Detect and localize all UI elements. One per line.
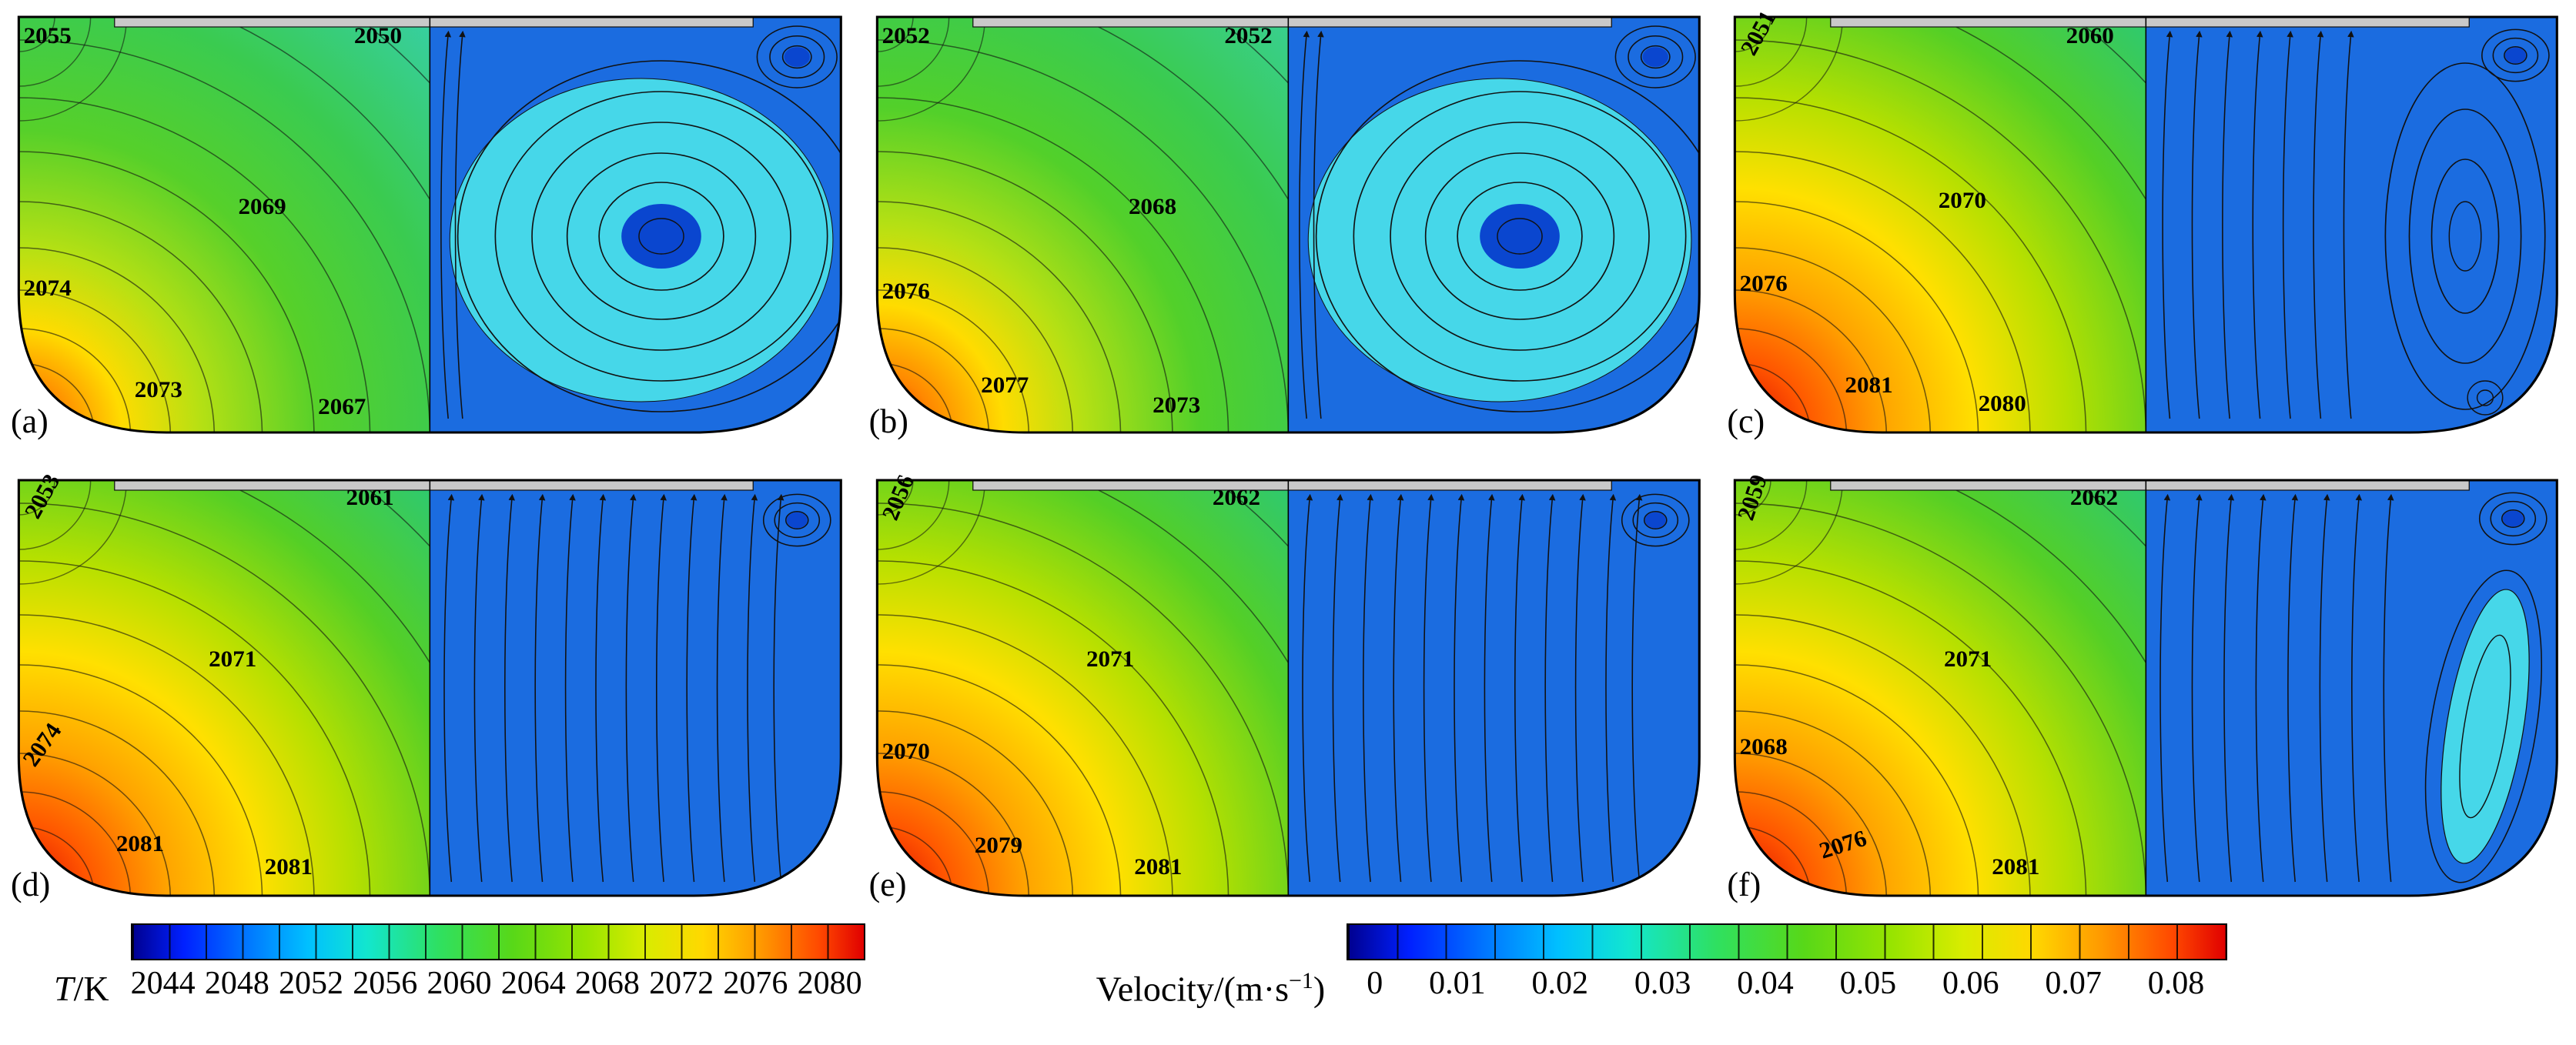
svg-text:2071: 2071 (1944, 646, 1992, 671)
panel-b-plot: 2052 2052 2068 2076 2077 2073 (875, 15, 1701, 434)
svg-text:2060: 2060 (2066, 22, 2114, 48)
panel-b: 2052 2052 2068 2076 2077 2073 (b) (869, 9, 1708, 440)
svg-text:2068: 2068 (1129, 193, 1176, 219)
svg-text:2061: 2061 (346, 484, 393, 509)
svg-text:2050: 2050 (354, 22, 402, 48)
tick-label: 2044 (130, 966, 196, 1001)
velocity-colorbar: 0 0.01 0.02 0.03 0.04 0.05 0.06 0.07 0.0… (1347, 923, 2228, 1002)
tick-label: 2060 (427, 966, 492, 1001)
temperature-colorbar-ticks: 2044 2048 2052 2056 2060 2064 2068 2072 … (131, 965, 862, 1002)
tick-label: 0.05 (1839, 966, 1897, 1001)
svg-text:2052: 2052 (882, 22, 929, 48)
temperature-colorbar: 2044 2048 2052 2056 2060 2064 2068 2072 … (130, 923, 865, 1002)
velocity-label-text: Velocity/(m·s (1096, 969, 1289, 1009)
svg-text:2073: 2073 (1153, 392, 1200, 417)
temperature-unit: /K (73, 969, 109, 1008)
svg-text:2055: 2055 (24, 22, 72, 48)
svg-text:2081: 2081 (1992, 853, 2040, 879)
tick-label: 0.01 (1429, 966, 1486, 1001)
tick-label: 0.08 (2147, 966, 2205, 1001)
temperature-colorbar-label: T/K (54, 923, 109, 1009)
svg-text:2070: 2070 (882, 738, 929, 763)
temperature-colorbar-gradient (130, 923, 865, 960)
velocity-colorbar-gradient (1347, 923, 2228, 960)
tick-label: 0.03 (1634, 966, 1691, 1001)
svg-text:2076: 2076 (882, 278, 929, 303)
svg-text:2071: 2071 (209, 646, 256, 671)
svg-text:2076: 2076 (1740, 270, 1788, 295)
svg-text:2081: 2081 (1134, 853, 1182, 879)
svg-text:2062: 2062 (1212, 484, 1260, 509)
svg-text:2081: 2081 (265, 853, 313, 879)
svg-text:2071: 2071 (1086, 646, 1134, 671)
tick-label: 2072 (649, 966, 714, 1001)
svg-text:2052: 2052 (1224, 22, 1272, 48)
svg-text:2070: 2070 (1939, 187, 1986, 212)
velocity-label-close: ) (1313, 969, 1326, 1009)
panel-d: 2053 2061 2071 2074 2081 2081 (d) (11, 472, 849, 903)
tick-label: 0.04 (1737, 966, 1794, 1001)
svg-text:2068: 2068 (1740, 733, 1788, 759)
panel-f-label: (f) (1727, 866, 1761, 903)
tick-label: 0.02 (1531, 966, 1589, 1001)
panel-a: 2055 2050 2069 2074 2073 2067 (a) (11, 9, 849, 440)
panel-b-label: (b) (868, 402, 908, 440)
panel-c-label: (c) (1727, 402, 1765, 440)
svg-text:2077: 2077 (981, 372, 1029, 397)
tick-label: 2076 (723, 966, 788, 1001)
panel-e-label: (e) (868, 866, 907, 903)
svg-text:2079: 2079 (975, 832, 1022, 857)
svg-text:2081: 2081 (1845, 372, 1893, 397)
velocity-colorbar-label: Velocity/(m·s−1) (1096, 923, 1326, 1009)
tick-label: 0.06 (1942, 966, 1999, 1001)
colorbar-row: T/K 2044 2048 2052 2056 2060 2064 2068 2… (0, 923, 2576, 1009)
svg-text:2067: 2067 (318, 393, 366, 419)
tick-label: 2048 (204, 966, 269, 1001)
tick-label: 0.07 (2045, 966, 2102, 1001)
velocity-label-exponent: −1 (1289, 968, 1313, 993)
tick-label: 0 (1367, 966, 1383, 1001)
panel-f: 2059 2062 2071 2068 2076 2081 (f) (1727, 472, 2565, 903)
tick-label: 2080 (797, 966, 862, 1001)
temperature-symbol: T (54, 969, 74, 1008)
svg-text:2074: 2074 (24, 275, 72, 300)
panel-d-label: (d) (11, 866, 51, 903)
panel-a-plot: 2055 2050 2069 2074 2073 2067 (17, 15, 842, 434)
svg-text:2073: 2073 (135, 376, 182, 402)
tick-label: 2068 (574, 966, 640, 1001)
tick-label: 2052 (279, 966, 344, 1001)
tick-label: 2064 (500, 966, 566, 1001)
velocity-colorbar-ticks: 0 0.01 0.02 0.03 0.04 0.05 0.06 0.07 0.0… (1347, 965, 2224, 1002)
panel-c: 2051 2060 2070 2076 2081 2080 (c) (1727, 9, 2565, 440)
tick-label: 2056 (353, 966, 418, 1001)
svg-text:2080: 2080 (1979, 390, 2026, 416)
svg-text:2081: 2081 (116, 830, 164, 856)
figure-panels: 2055 2050 2069 2074 2073 2067 (a) 2052 2052 206… (11, 9, 2565, 903)
panel-a-label: (a) (11, 402, 49, 440)
svg-text:2062: 2062 (2070, 484, 2118, 509)
svg-text:2069: 2069 (238, 193, 286, 219)
panel-e: 2056 2062 2071 2070 2079 2081 (e) (869, 472, 1708, 903)
